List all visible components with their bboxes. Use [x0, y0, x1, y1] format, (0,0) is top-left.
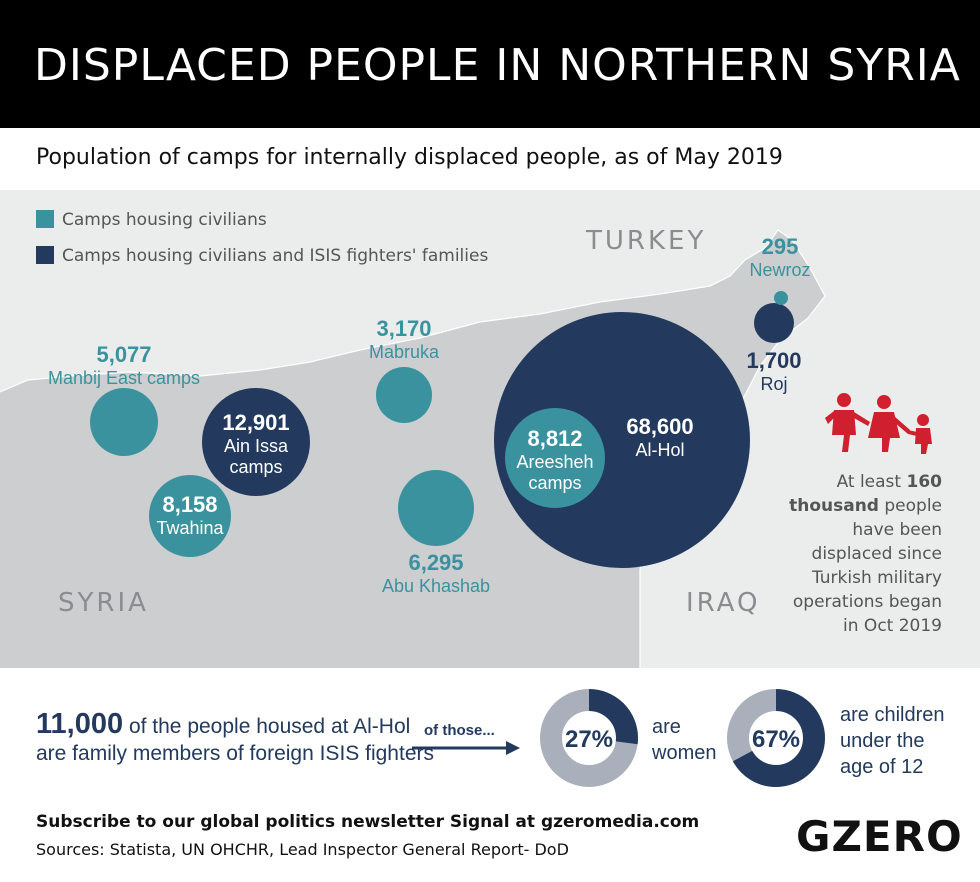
children-text1: are children [840, 704, 945, 726]
children-text3: age of 12 [840, 756, 924, 778]
children-donut: 67% [727, 689, 825, 787]
mabruka-value: 3,170 [376, 316, 432, 341]
ain-issa-circle [202, 388, 310, 496]
areesheh-value: 8,812 [527, 426, 583, 451]
al-hol-big-number: 11,000 [36, 708, 124, 740]
subtitle: Population of camps for internally displ… [36, 145, 783, 170]
page-title: DISPLACED PEOPLE IN NORTHERN SYRIA [34, 40, 961, 91]
al-hol-label: 68,600 Al-Hol [610, 414, 710, 461]
manbij-value: 5,077 [96, 342, 152, 367]
note-line2b: people [878, 496, 942, 516]
of-those-label: of those... [424, 722, 495, 739]
mabruka-label: 3,170 Mabruka [344, 316, 464, 363]
ain-issa-name2: camps [229, 457, 283, 477]
manbij-name: Manbij East camps [47, 368, 201, 388]
ain-issa-label: 12,901 Ain Issa camps [202, 410, 310, 478]
country-syria: SYRIA [58, 588, 149, 618]
al-hol-name: Al-Hol [635, 440, 685, 460]
al-hol-stat-line1: 11,000 of the people housed at Al-Hol [36, 708, 410, 741]
legend-fighters: Camps housing civilians and ISIS fighter… [36, 246, 488, 266]
twahina-label: 8,158 Twahina [149, 492, 231, 539]
note-line5: Turkish military [811, 568, 942, 588]
donut-percent-label-0: 27% [565, 726, 613, 753]
al-hol-value: 68,600 [626, 414, 694, 439]
al-hol-stat-text1: of the people housed at Al-Hol [123, 715, 411, 738]
gzero-logo: GZERO [796, 812, 963, 861]
subscribe-text: Subscribe to our global politics newslet… [36, 812, 700, 832]
manbij-label: 5,077 Manbij East camps [34, 342, 214, 389]
donut-segment-1 [727, 689, 825, 787]
areesheh-label: 8,812 Areesheh camps [510, 426, 600, 494]
legend-fighters-label: Camps housing civilians and ISIS fighter… [62, 246, 489, 266]
arrow-icon [412, 741, 520, 755]
map-area: Camps housing civilians Camps housing ci… [0, 190, 980, 668]
women-donut-label: are women [652, 714, 716, 766]
note-line6: operations began [792, 592, 942, 612]
mabruka-name: Mabruka [368, 342, 440, 362]
note-line2a: thousand [789, 496, 879, 516]
areesheh-name1: Areesheh [516, 452, 594, 472]
note-line1a: At least [836, 472, 907, 492]
roj-name: Roj [760, 374, 788, 394]
mabruka-circle [376, 367, 432, 423]
country-turkey: TURKEY [586, 226, 707, 256]
sources-text: Sources: Statista, UN OHCHR, Lead Inspec… [36, 840, 569, 859]
header-banner: DISPLACED PEOPLE IN NORTHERN SYRIA [0, 0, 980, 128]
note-line4: displaced since [811, 544, 942, 564]
roj-value: 1,700 [746, 348, 802, 373]
abu-khashab-name: Abu Khashab [381, 576, 491, 596]
map-svg [0, 190, 980, 668]
donut-percent-label-1: 67% [752, 726, 800, 753]
newroz-label: 295 Newroz [740, 234, 820, 281]
donut-segment-0 [540, 689, 638, 787]
abu-khashab-value: 6,295 [408, 550, 464, 575]
newroz-value: 295 [761, 234, 799, 259]
children-donut-label: are children under the age of 12 [840, 702, 945, 780]
ain-issa-value: 12,901 [222, 410, 290, 435]
abu-khashab-label: 6,295 Abu Khashab [366, 550, 506, 597]
children-text2: under the [840, 730, 925, 752]
women-donut: 27% [540, 689, 638, 787]
note-line7: in Oct 2019 [843, 616, 942, 636]
al-hol-stat-line2: are family members of foreign ISIS fight… [36, 742, 434, 765]
newroz-circle [774, 291, 788, 305]
roj-label: 1,700 Roj [734, 348, 814, 395]
displaced-family-icon [825, 393, 932, 454]
legend-civilians-label: Camps housing civilians [62, 210, 267, 230]
ain-issa-name1: Ain Issa [223, 436, 289, 456]
newroz-name: Newroz [749, 260, 811, 280]
displacement-note: At least 160 thousand people have been d… [770, 470, 942, 638]
women-text2: women [652, 742, 717, 764]
legend-swatch-navy [36, 246, 54, 264]
roj-circle [754, 303, 794, 343]
note-line3: have been [852, 520, 942, 540]
twahina-circle [149, 475, 231, 557]
legend-civilians: Camps housing civilians [36, 210, 267, 230]
areesheh-name2: camps [528, 473, 582, 493]
women-text1: are [652, 716, 681, 738]
twahina-value: 8,158 [162, 492, 218, 517]
manbij-circle [90, 388, 158, 456]
areesheh-circle [505, 408, 605, 508]
abu-khashab-circle [398, 470, 474, 546]
note-line1b: 160 [906, 472, 943, 492]
twahina-name: Twahina [156, 518, 224, 538]
legend-swatch-teal [36, 210, 54, 228]
country-iraq: IRAQ [686, 588, 761, 618]
